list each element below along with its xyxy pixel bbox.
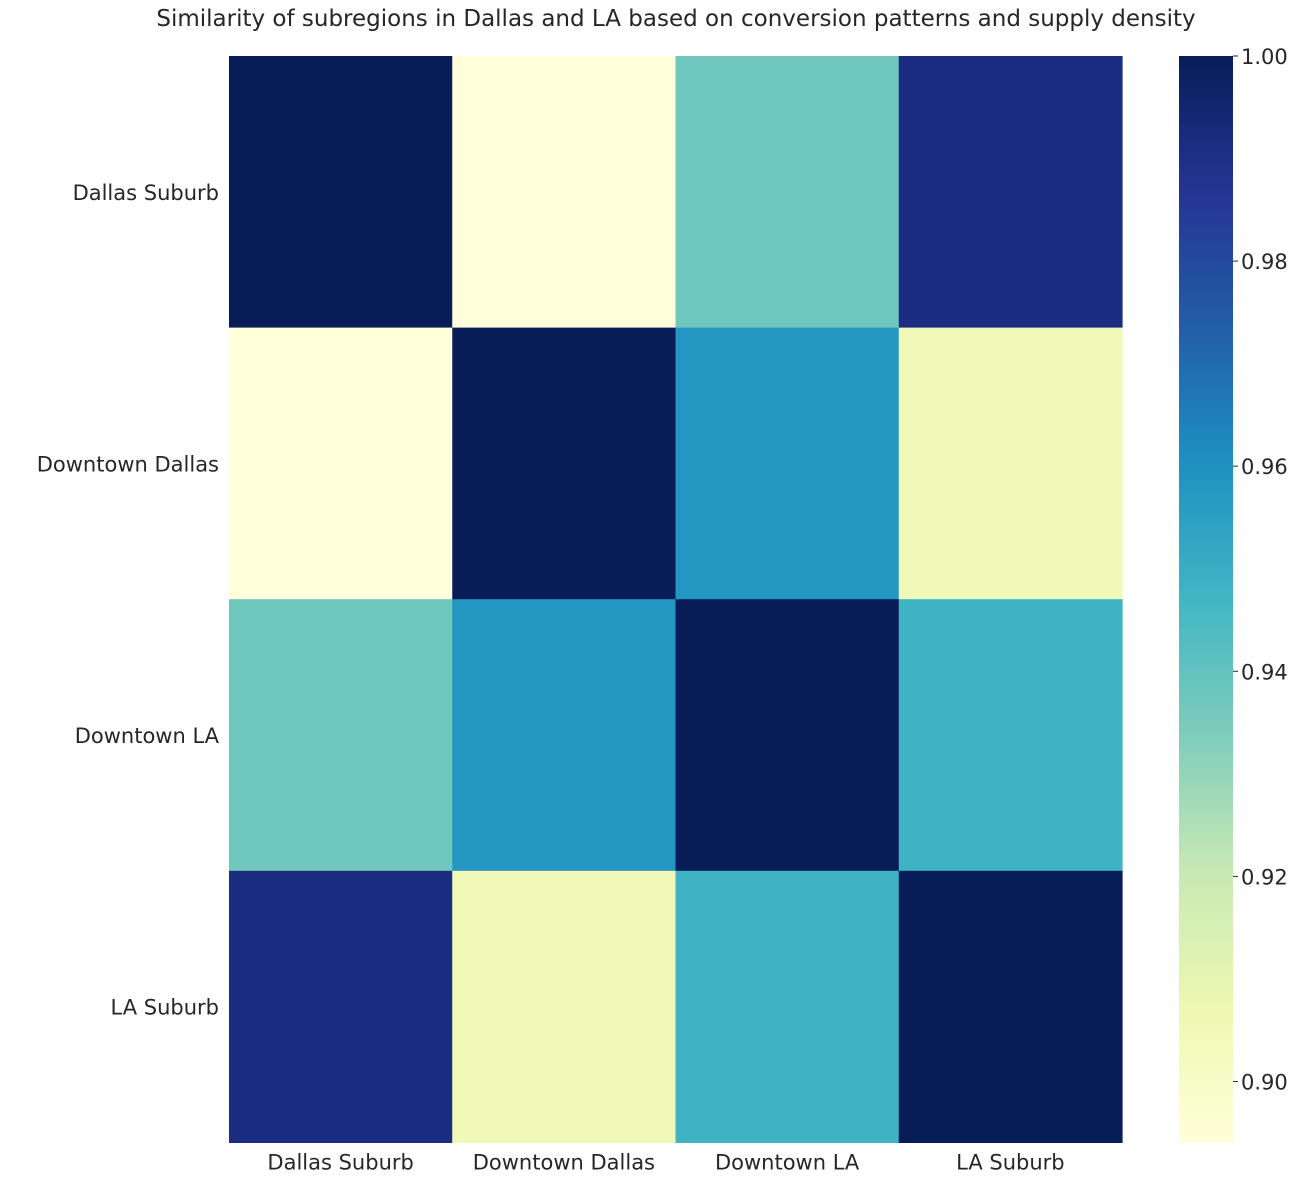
colorbar-tick-label-4: 0.98 xyxy=(1241,250,1288,274)
y-tick-label-0: Dallas Suburb xyxy=(73,181,219,205)
heatmap-cell-0-2 xyxy=(675,56,900,329)
y-tick-label-1: Downtown Dallas xyxy=(37,452,219,476)
x-tick-label-1: Downtown Dallas xyxy=(473,1150,655,1174)
heatmap-cell-0-1 xyxy=(452,56,677,329)
colorbar-tick-label-1: 0.92 xyxy=(1241,865,1288,889)
heatmap-cell-1-1 xyxy=(452,327,677,600)
heatmap-cell-1-3 xyxy=(898,327,1123,600)
heatmap-cell-2-0 xyxy=(229,599,453,872)
x-tick-label-3: LA Suburb xyxy=(956,1150,1064,1174)
heatmap-cell-3-1 xyxy=(452,870,677,1143)
heatmap-cell-2-2 xyxy=(675,599,900,872)
heatmap-cell-1-0 xyxy=(229,327,453,600)
colorbar-tick-label-5: 1.00 xyxy=(1241,45,1288,69)
heatmap-cell-1-2 xyxy=(675,327,900,600)
colorbar-gradient xyxy=(1179,56,1233,1143)
heatmap-cell-0-0 xyxy=(229,56,453,329)
y-axis-tick-labels: Dallas Suburb Downtown Dallas Downtown LA L… xyxy=(37,181,220,1020)
heatmap-cell-3-0 xyxy=(229,870,453,1143)
heatmap-cell-0-3 xyxy=(898,56,1123,329)
colorbar-tick-label-2: 0.94 xyxy=(1241,660,1288,684)
heatmap-cell-2-1 xyxy=(452,599,677,872)
y-tick-label-2: Downtown LA xyxy=(75,724,220,748)
y-tick-label-3: LA Suburb xyxy=(111,996,219,1020)
colorbar-tick-label-0: 0.90 xyxy=(1241,1070,1288,1094)
chart-title: Similarity of subregions in Dallas and L… xyxy=(156,6,1195,32)
heatmap-cell-3-3 xyxy=(898,870,1123,1143)
x-tick-label-0: Dallas Suburb xyxy=(267,1150,413,1174)
heatmap-cells xyxy=(229,56,1123,1143)
x-axis-tick-labels: Dallas Suburb Downtown Dallas Downtown LA L… xyxy=(267,1150,1064,1174)
heatmap-cell-2-3 xyxy=(898,599,1123,872)
colorbar-tick-label-3: 0.96 xyxy=(1241,455,1288,479)
heatmap-cell-3-2 xyxy=(675,870,900,1143)
colorbar: 0.90 0.92 0.94 0.96 0.98 1.00 xyxy=(1179,45,1288,1143)
x-tick-label-2: Downtown LA xyxy=(715,1150,860,1174)
